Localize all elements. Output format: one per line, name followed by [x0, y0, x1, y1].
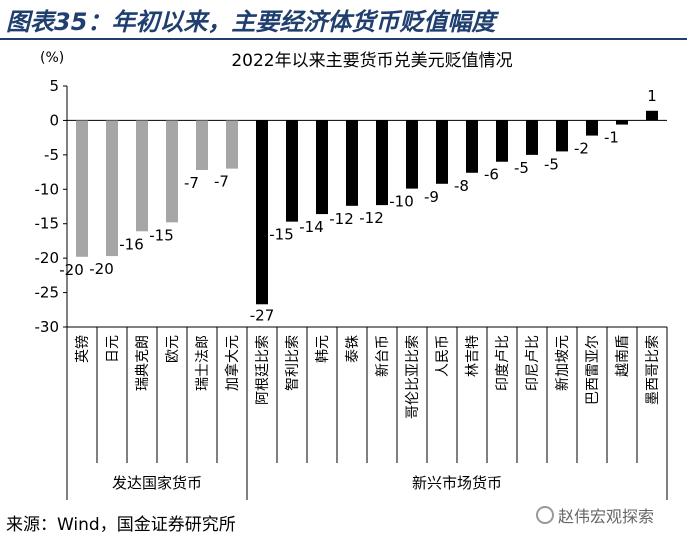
- bar-17: [556, 120, 568, 152]
- figure-title: 图表35：年初以来，主要经济体货币贬值幅度: [6, 8, 496, 36]
- data-label: -20: [89, 260, 114, 278]
- data-label: -7: [214, 173, 229, 191]
- data-labels: -20 -20 -16 -15 -7 -7 -27 -15 -14 -12 -12 -10 -9 -8 -6…: [59, 87, 657, 324]
- category-label: 人民币: [435, 335, 451, 377]
- data-label: -15: [149, 226, 174, 244]
- category-label: 巴西雷亚尔: [585, 335, 601, 405]
- category-label: 瑞典克朗: [135, 335, 151, 391]
- bar-chart: 2022年以来主要货币兑美元贬值情况 (%) 50-5-10-15-20-25-…: [35, 50, 668, 500]
- data-label: -5: [544, 155, 559, 173]
- data-label: -1: [604, 129, 619, 147]
- bars: [76, 110, 658, 305]
- source-note: 来源：Wind，国金证券研究所: [6, 515, 236, 535]
- data-label: -27: [250, 306, 275, 324]
- data-label: -6: [484, 166, 499, 184]
- y-tick-label: -15: [35, 215, 60, 233]
- category-label: 印尼卢比: [525, 335, 541, 391]
- bar-19: [616, 120, 628, 125]
- y-tick-label: 5: [49, 77, 59, 95]
- category-label: 林吉特: [465, 335, 481, 377]
- wechat-icon: [536, 506, 554, 524]
- data-label: -8: [454, 177, 469, 195]
- bar-11: [376, 120, 388, 206]
- y-axis-unit: (%): [40, 50, 64, 66]
- category-label: 新加坡元: [555, 335, 571, 391]
- bar-15: [496, 120, 508, 162]
- y-tick-label: 0: [49, 111, 59, 129]
- category-label: 阿根廷比索: [254, 335, 271, 405]
- bar-20: [646, 110, 658, 121]
- y-tick-label: -5: [44, 146, 59, 164]
- group-label: 新兴市场货币: [412, 474, 502, 492]
- category-label: 泰铢: [345, 335, 361, 363]
- title-divider: [0, 38, 687, 40]
- data-label: -9: [424, 188, 439, 206]
- bar-10: [346, 120, 358, 206]
- category-label: 英镑: [74, 335, 91, 363]
- bar-14: [466, 120, 478, 173]
- data-label: -20: [59, 261, 84, 279]
- category-label: 哥伦比亚比索: [404, 335, 421, 419]
- data-label: 1: [647, 87, 657, 105]
- data-label: -12: [359, 209, 384, 227]
- bar-12: [406, 120, 418, 189]
- chart-title: 2022年以来主要货币兑美元贬值情况: [231, 51, 512, 71]
- category-label: 印度卢比: [495, 335, 511, 391]
- bar-18: [586, 120, 598, 136]
- data-label: -7: [184, 174, 199, 192]
- y-tick-label: -25: [35, 284, 60, 302]
- category-label: 日元: [105, 335, 121, 363]
- axes: 5 0 -5 -10 -15 -20 -25 -30: [35, 77, 668, 500]
- data-label: -15: [269, 226, 294, 244]
- bar-6: [226, 120, 238, 169]
- bar-16: [526, 120, 538, 155]
- bar-4: [166, 120, 178, 223]
- bar-3: [136, 120, 148, 232]
- y-tick-label: -30: [35, 318, 60, 336]
- data-label: -2: [574, 140, 589, 158]
- data-label: -14: [299, 218, 324, 236]
- bar-7: [256, 120, 268, 305]
- data-label: -12: [329, 210, 354, 228]
- data-label: -16: [119, 235, 144, 253]
- y-tick-label: -10: [35, 180, 60, 198]
- category-label: 越南盾: [615, 335, 631, 377]
- watermark: 赵伟宏观探索: [536, 503, 654, 527]
- category-labels: 英镑 日元 瑞典克朗 欧元 瑞士法郎 加拿大元 阿根廷比索 智利比索 韩元 泰铢 新台币 哥伦比亚比索…: [74, 335, 661, 419]
- bar-1: [76, 120, 88, 257]
- group-label: 发达国家货币: [112, 474, 202, 492]
- bar-2: [106, 120, 118, 257]
- category-label: 新台币: [375, 335, 391, 377]
- bar-8: [286, 120, 298, 222]
- category-label: 瑞士法郎: [195, 335, 211, 391]
- watermark-text: 赵伟宏观探索: [558, 507, 655, 526]
- category-label: 加拿大元: [224, 335, 241, 391]
- data-label: -5: [514, 159, 529, 177]
- group-labels: 发达国家货币 新兴市场货币: [112, 474, 502, 492]
- category-label: 智利比索: [284, 335, 301, 391]
- data-label: -10: [389, 193, 414, 211]
- bar-5: [196, 120, 208, 171]
- bar-13: [436, 120, 448, 184]
- category-label: 墨西哥比索: [644, 335, 661, 405]
- y-tick-label: -20: [35, 249, 60, 267]
- category-label: 欧元: [165, 335, 181, 363]
- category-label: 韩元: [315, 335, 331, 363]
- bar-9: [316, 120, 328, 215]
